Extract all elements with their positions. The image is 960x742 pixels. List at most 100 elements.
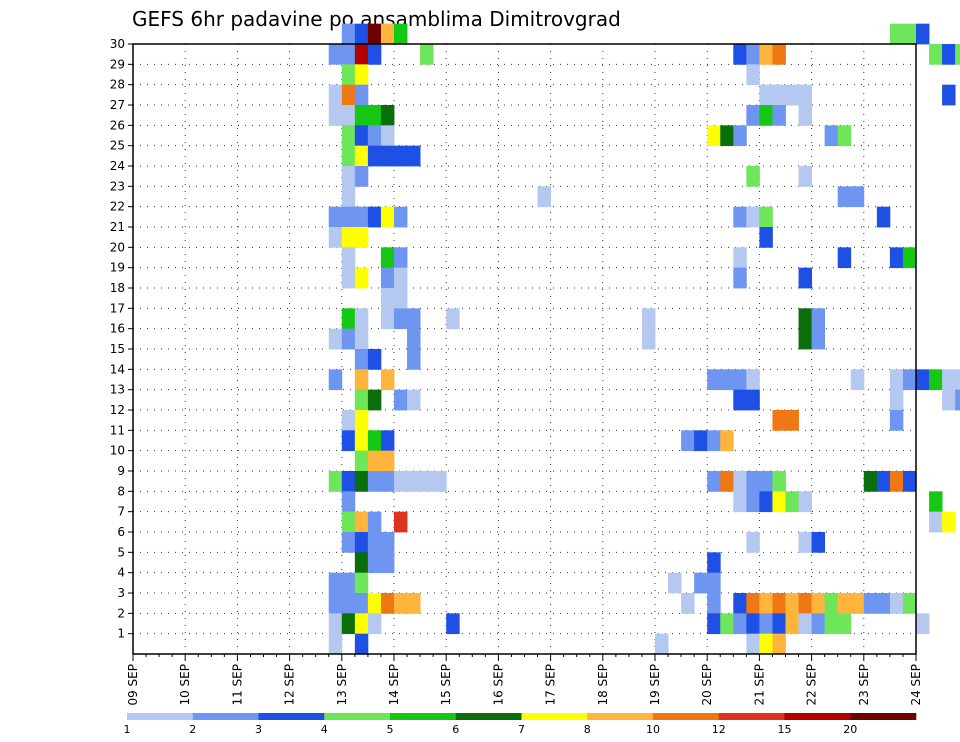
precip-cell (394, 593, 408, 614)
legend-label: 1 (124, 723, 131, 736)
precip-cell (955, 369, 960, 391)
precip-cell (537, 186, 551, 208)
precip-cell (746, 633, 760, 655)
precip-cell (341, 491, 356, 513)
y-tick-label: 24 (110, 159, 125, 173)
precip-cell (811, 593, 826, 614)
y-tick-label: 6 (117, 525, 125, 539)
precip-cell (380, 247, 395, 269)
precip-cell (837, 593, 852, 614)
precip-cell (942, 511, 956, 533)
precip-cell (785, 410, 799, 431)
precip-cell (746, 389, 760, 411)
precip-cell (863, 593, 878, 614)
precip-cell (380, 145, 395, 167)
x-tick-label: 21 SEP (752, 664, 766, 706)
legend-swatch (127, 713, 194, 720)
precip-cell (929, 491, 943, 513)
legend-swatch (390, 713, 457, 720)
precip-cell (394, 206, 408, 228)
legend-label: 6 (452, 723, 459, 736)
precip-cell (824, 125, 839, 147)
precip-cell (354, 84, 369, 106)
precip-cell (367, 125, 382, 147)
precip-cell (341, 64, 356, 86)
precip-cell (341, 44, 356, 65)
precip-cell (720, 369, 734, 391)
legend-label: 10 (646, 723, 660, 736)
precip-cell (341, 206, 356, 228)
precip-cell (772, 491, 786, 513)
precip-cell (354, 44, 369, 65)
precip-cell (772, 44, 786, 65)
precip-cell (694, 430, 708, 452)
precip-cell (759, 491, 773, 513)
precip-cell (394, 145, 408, 167)
precip-cell (733, 593, 747, 614)
precip-cell (341, 471, 356, 492)
legend-label: 7 (518, 723, 525, 736)
precip-cell (876, 471, 891, 492)
precip-cell (889, 471, 904, 492)
precip-cell (772, 84, 786, 106)
precip-cell (328, 572, 343, 594)
precip-cell (942, 44, 956, 65)
precip-cell (746, 44, 760, 65)
y-axis: 1234567891011121314151617181920212223242… (110, 37, 133, 641)
precip-cell (759, 593, 773, 614)
precip-cell (746, 532, 760, 553)
precip-cell (746, 206, 760, 228)
precip-cell (837, 247, 852, 269)
legend-label: 2 (189, 723, 196, 736)
precip-cell (341, 572, 356, 594)
precip-cell (759, 84, 773, 106)
precip-cell (733, 125, 747, 147)
precip-cell (902, 23, 917, 45)
precip-cell (772, 471, 786, 492)
precip-cell (916, 369, 930, 391)
precip-cell (407, 308, 421, 330)
precip-cell (746, 369, 760, 391)
precip-cell (407, 349, 421, 370)
precip-cell (681, 430, 695, 452)
x-tick-label: 09 SEP (126, 664, 140, 706)
precip-cell (354, 349, 369, 370)
precip-cell (798, 593, 812, 614)
precip-cell (367, 450, 382, 472)
precip-cell (341, 227, 356, 248)
x-tick-label: 11 SEP (230, 664, 244, 706)
precip-cell (394, 308, 408, 330)
y-tick-label: 15 (110, 342, 125, 356)
y-tick-label: 2 (117, 606, 125, 620)
x-axis: 09 SEP 10 SEP 11 SEP 12 SEP 13 SEP 14 SEP 15 S… (126, 654, 923, 706)
precip-cell (707, 593, 721, 614)
precip-cell (707, 613, 721, 635)
precip-cell (811, 613, 826, 635)
legend-swatch (718, 713, 785, 720)
precip-cell (367, 593, 382, 614)
precip-cell (341, 84, 356, 106)
precip-cell (746, 64, 760, 86)
precip-cell (367, 44, 382, 65)
y-tick-label: 18 (110, 281, 125, 295)
precip-cell (746, 593, 760, 614)
precip-cell (733, 491, 747, 513)
precip-cell (367, 552, 382, 574)
y-tick-label: 5 (117, 545, 125, 559)
precip-cell (394, 267, 408, 289)
precip-cell (394, 471, 408, 492)
y-tick-label: 20 (110, 240, 125, 254)
legend-swatch (784, 713, 851, 720)
legend-swatch (587, 713, 654, 720)
precip-cell (850, 593, 865, 614)
precip-cell (407, 593, 421, 614)
x-tick-label: 18 SEP (596, 664, 610, 706)
precip-cell (367, 105, 382, 126)
precip-cell (707, 572, 721, 594)
legend-swatch (324, 713, 391, 720)
precip-cell (380, 552, 395, 574)
precip-cell (328, 105, 343, 126)
precip-cell (876, 593, 891, 614)
precip-cell (798, 267, 812, 289)
